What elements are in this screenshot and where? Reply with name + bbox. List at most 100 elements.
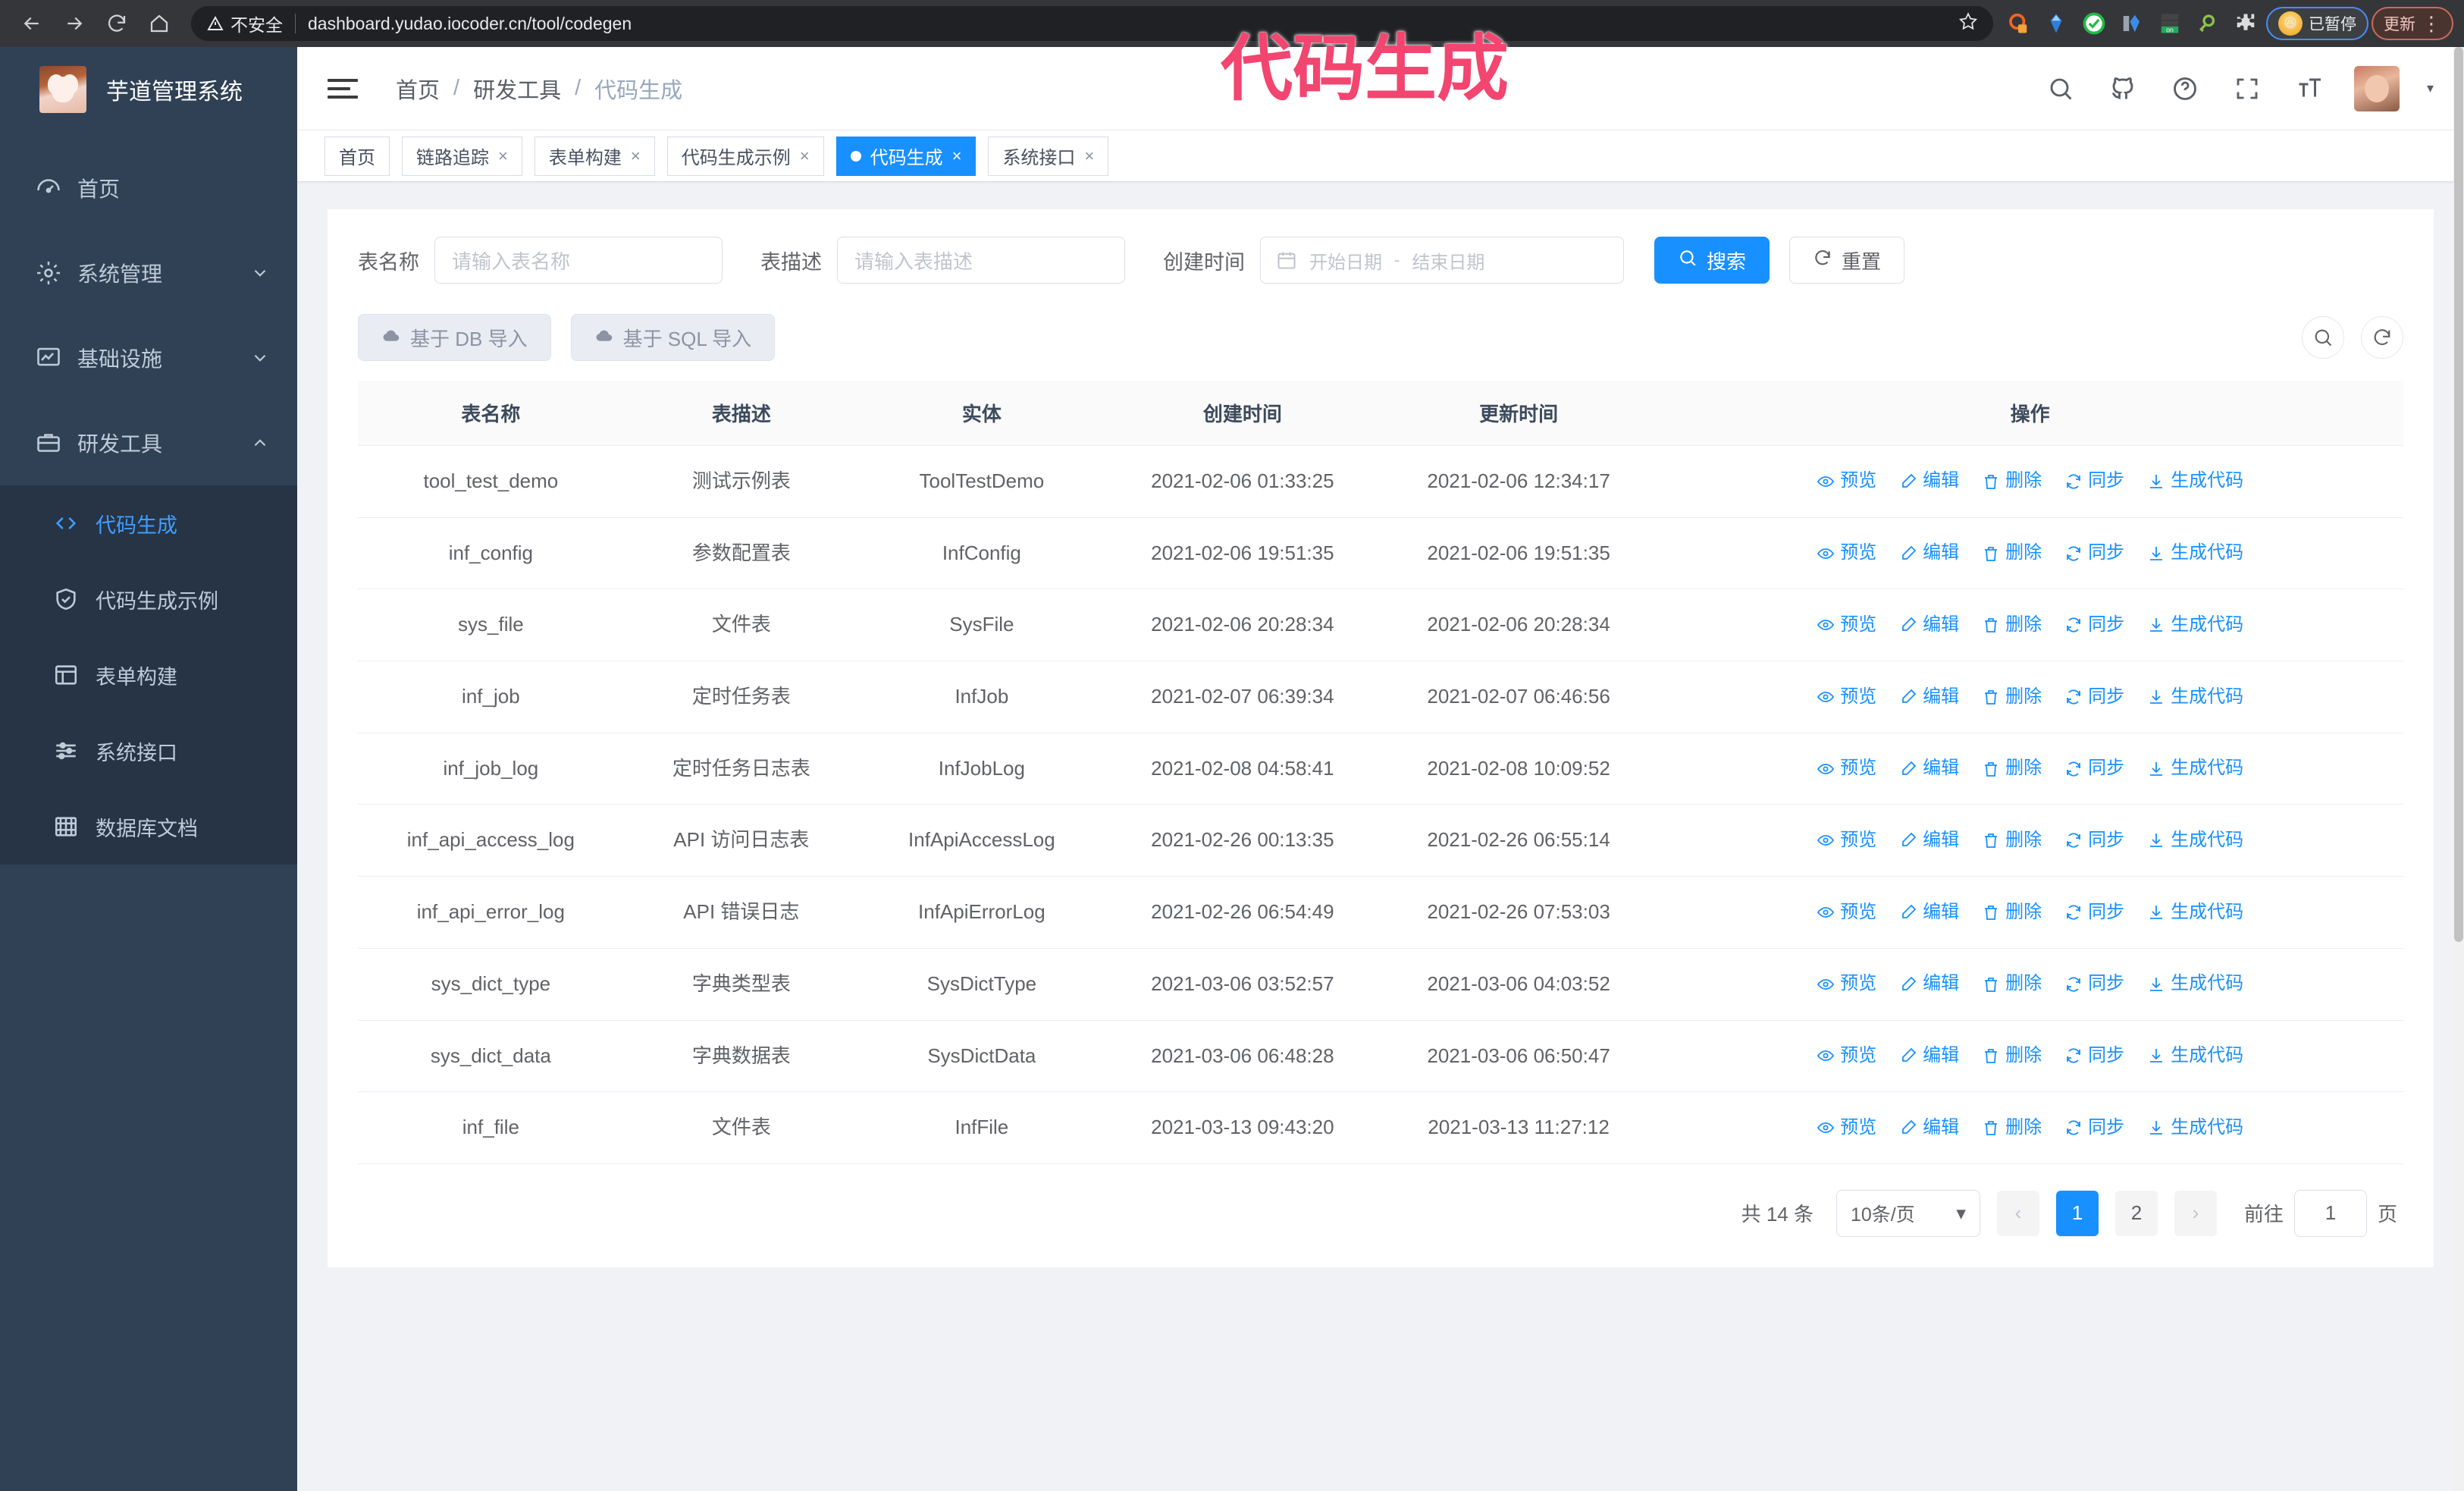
address-bar[interactable]: 不安全 dashboard.yudao.iocoder.cn/tool/code… — [191, 6, 1993, 41]
action-edit[interactable]: 编辑 — [1899, 540, 1959, 567]
sidebar-item-form-builder[interactable]: 表单构建 — [0, 637, 297, 713]
sidebar-item-codegen-demo[interactable]: 代码生成示例 — [0, 561, 297, 637]
action-sync[interactable]: 同步 — [2064, 755, 2124, 782]
action-edit[interactable]: 编辑 — [1899, 1115, 1959, 1141]
action-delete[interactable]: 删除 — [1982, 612, 2042, 639]
action-sync[interactable]: 同步 — [2064, 684, 2124, 711]
extension-on-toggle-icon[interactable]: on — [2152, 6, 2187, 41]
action-sync[interactable]: 同步 — [2064, 612, 2124, 639]
action-delete[interactable]: 删除 — [1982, 1115, 2042, 1141]
action-sync[interactable]: 同步 — [2064, 971, 2124, 997]
action-preview[interactable]: 预览 — [1817, 1043, 1876, 1069]
action-sync[interactable]: 同步 — [2064, 1043, 2124, 1069]
action-preview[interactable]: 预览 — [1817, 1115, 1876, 1141]
sidebar-item-system-api[interactable]: 系统接口 — [0, 713, 297, 789]
action-edit[interactable]: 编辑 — [1899, 755, 1959, 782]
tab-codegen[interactable]: 代码生成 × — [835, 136, 977, 176]
action-generate-code[interactable]: 生成代码 — [2147, 468, 2243, 494]
extension-green-check-icon[interactable] — [2077, 6, 2111, 41]
close-icon[interactable]: × — [498, 146, 508, 165]
reload-icon[interactable] — [96, 2, 138, 45]
tab-codegen-demo[interactable]: 代码生成示例 × — [666, 136, 824, 176]
action-delete[interactable]: 删除 — [1982, 755, 2042, 782]
action-edit[interactable]: 编辑 — [1899, 468, 1959, 494]
fullscreen-icon[interactable] — [2230, 71, 2265, 106]
chevron-down-icon[interactable]: ▾ — [2426, 80, 2434, 96]
action-edit[interactable]: 编辑 — [1899, 1043, 1959, 1069]
action-generate-code[interactable]: 生成代码 — [2147, 612, 2243, 639]
sidebar-item-codegen[interactable]: 代码生成 — [0, 485, 297, 561]
page-button-2[interactable]: 2 — [2114, 1190, 2158, 1236]
action-sync[interactable]: 同步 — [2064, 540, 2124, 567]
breadcrumb-item-home[interactable]: 首页 — [396, 78, 440, 103]
table-desc-input[interactable]: 请输入表描述 — [837, 237, 1125, 284]
action-sync[interactable]: 同步 — [2064, 899, 2124, 926]
action-delete[interactable]: 删除 — [1982, 827, 2042, 854]
tab-system-api[interactable]: 系统接口 × — [988, 136, 1109, 176]
scrollbar-thumb[interactable] — [2454, 47, 2463, 942]
action-edit[interactable]: 编辑 — [1899, 899, 1959, 926]
action-preview[interactable]: 预览 — [1817, 971, 1876, 997]
action-edit[interactable]: 编辑 — [1899, 684, 1959, 711]
create-time-range-picker[interactable]: 开始日期 - 结束日期 — [1260, 237, 1624, 284]
page-button-1[interactable]: 1 — [2055, 1190, 2099, 1236]
action-generate-code[interactable]: 生成代码 — [2147, 899, 2243, 926]
home-icon[interactable] — [138, 2, 180, 45]
tab-trace[interactable]: 链路追踪 × — [402, 136, 522, 176]
brand[interactable]: 芋道管理系统 — [0, 47, 297, 132]
close-icon[interactable]: × — [630, 146, 641, 165]
action-generate-code[interactable]: 生成代码 — [2147, 1043, 2243, 1069]
extension-blue-pin-icon[interactable] — [2039, 6, 2074, 41]
close-icon[interactable]: × — [799, 146, 810, 165]
action-sync[interactable]: 同步 — [2064, 1115, 2124, 1141]
page-size-select[interactable]: 10条/页 ▾ — [1835, 1189, 1980, 1237]
star-icon[interactable] — [1958, 11, 1978, 36]
tab-form-builder[interactable]: 表单构建 × — [534, 136, 655, 176]
back-arrow-icon[interactable] — [11, 2, 53, 45]
action-preview[interactable]: 预览 — [1817, 899, 1876, 926]
close-icon[interactable]: × — [1084, 146, 1095, 165]
extension-orange-lock-icon[interactable] — [2001, 6, 2036, 41]
action-preview[interactable]: 预览 — [1817, 827, 1876, 854]
sidebar-item-system[interactable]: 系统管理 — [0, 231, 297, 315]
action-delete[interactable]: 删除 — [1982, 684, 2042, 711]
hamburger-icon[interactable] — [328, 71, 362, 106]
kebab-menu-icon[interactable]: ⋮ — [2422, 11, 2441, 35]
reset-button[interactable]: 重置 — [1789, 237, 1905, 284]
extension-puzzle-icon[interactable] — [2228, 6, 2263, 41]
action-edit[interactable]: 编辑 — [1899, 971, 1959, 997]
breadcrumb-item-devtools[interactable]: 研发工具 — [473, 78, 562, 103]
action-delete[interactable]: 删除 — [1982, 1043, 2042, 1069]
search-button[interactable]: 搜索 — [1654, 237, 1770, 284]
action-generate-code[interactable]: 生成代码 — [2147, 1115, 2243, 1141]
search-icon[interactable] — [2043, 71, 2078, 106]
extension-blue-bar-icon[interactable] — [2114, 6, 2149, 41]
action-generate-code[interactable]: 生成代码 — [2147, 540, 2243, 567]
action-generate-code[interactable]: 生成代码 — [2147, 827, 2243, 854]
action-edit[interactable]: 编辑 — [1899, 827, 1959, 854]
action-delete[interactable]: 删除 — [1982, 899, 2042, 926]
font-size-icon[interactable] — [2292, 71, 2327, 106]
avatar[interactable] — [2353, 65, 2400, 111]
forward-arrow-icon[interactable] — [53, 2, 96, 45]
search-circle-icon[interactable] — [2302, 316, 2344, 359]
action-delete[interactable]: 删除 — [1982, 468, 2042, 494]
page-jump-input[interactable]: 1 — [2293, 1189, 2367, 1237]
sidebar-item-db-doc[interactable]: 数据库文档 — [0, 789, 297, 865]
action-preview[interactable]: 预览 — [1817, 612, 1876, 639]
import-sql-button[interactable]: 基于 SQL 导入 — [570, 314, 776, 361]
import-db-button[interactable]: 基于 DB 导入 — [358, 314, 551, 361]
action-preview[interactable]: 预览 — [1817, 755, 1876, 782]
action-delete[interactable]: 删除 — [1982, 540, 2042, 567]
table-name-input[interactable]: 请输入表名称 — [434, 237, 723, 284]
close-icon[interactable]: × — [951, 146, 962, 165]
action-preview[interactable]: 预览 — [1817, 468, 1876, 494]
action-delete[interactable]: 删除 — [1982, 971, 2042, 997]
action-generate-code[interactable]: 生成代码 — [2147, 755, 2243, 782]
action-sync[interactable]: 同步 — [2064, 827, 2124, 854]
action-generate-code[interactable]: 生成代码 — [2147, 684, 2243, 711]
action-preview[interactable]: 预览 — [1817, 684, 1876, 711]
prev-page-button[interactable]: ‹ — [1996, 1190, 2039, 1236]
refresh-circle-icon[interactable] — [2361, 316, 2403, 359]
update-pill[interactable]: 更新 ⋮ — [2372, 7, 2453, 40]
